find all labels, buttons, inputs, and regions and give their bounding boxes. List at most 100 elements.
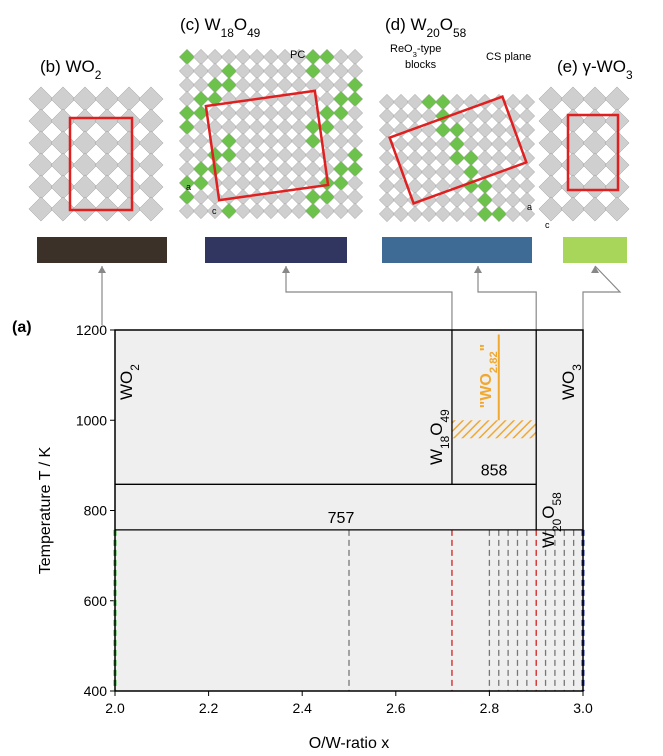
octahedron bbox=[263, 203, 278, 218]
panel-title: (c) W18O49 bbox=[180, 15, 261, 40]
octahedron bbox=[29, 175, 53, 199]
octahedron bbox=[305, 133, 320, 148]
octahedron bbox=[449, 192, 464, 207]
octahedron bbox=[393, 94, 408, 109]
octahedron bbox=[491, 192, 506, 207]
octahedron bbox=[263, 63, 278, 78]
y-tick-label: 400 bbox=[84, 683, 108, 699]
annotation: ReO3-type bbox=[390, 43, 441, 59]
octahedron bbox=[277, 77, 292, 92]
arrow-line bbox=[583, 266, 620, 330]
octahedron bbox=[333, 147, 348, 162]
octahedron bbox=[207, 105, 222, 120]
octahedron bbox=[179, 77, 194, 92]
octahedron bbox=[249, 63, 264, 78]
x-axis-label: O/W-ratio x bbox=[309, 735, 390, 752]
octahedron bbox=[407, 164, 422, 179]
octahedron bbox=[277, 133, 292, 148]
octahedron bbox=[333, 91, 348, 106]
octahedron bbox=[117, 175, 141, 199]
octahedron bbox=[319, 49, 334, 64]
octahedron bbox=[421, 94, 436, 109]
octahedron bbox=[519, 178, 534, 193]
panel-title: (b) WO2 bbox=[40, 57, 102, 82]
octahedron bbox=[393, 108, 408, 123]
octahedron bbox=[435, 122, 450, 137]
octahedron bbox=[505, 192, 520, 207]
octahedron bbox=[51, 87, 75, 111]
octahedron bbox=[463, 150, 478, 165]
octahedron bbox=[179, 91, 194, 106]
octahedron bbox=[249, 161, 264, 176]
octahedron bbox=[463, 122, 478, 137]
octahedron bbox=[435, 136, 450, 151]
octahedron bbox=[333, 105, 348, 120]
octahedron bbox=[179, 119, 194, 134]
octahedron bbox=[407, 206, 422, 221]
octahedron bbox=[477, 108, 492, 123]
octahedron bbox=[139, 109, 163, 133]
octahedron bbox=[95, 153, 119, 177]
octahedron bbox=[583, 109, 607, 133]
octahedron bbox=[235, 119, 250, 134]
octahedron bbox=[207, 63, 222, 78]
annotation: blocks bbox=[405, 59, 437, 71]
octahedron bbox=[435, 164, 450, 179]
octahedron bbox=[221, 147, 236, 162]
octahedron bbox=[221, 119, 236, 134]
y-tick-label: 1200 bbox=[76, 322, 107, 338]
octahedron bbox=[193, 119, 208, 134]
panel-title: (d) W20O58 bbox=[385, 15, 467, 40]
octahedron bbox=[249, 49, 264, 64]
octahedron bbox=[29, 153, 53, 177]
octahedron bbox=[277, 147, 292, 162]
octahedron bbox=[463, 164, 478, 179]
octahedron bbox=[221, 63, 236, 78]
octahedron bbox=[235, 63, 250, 78]
octahedron bbox=[561, 87, 585, 111]
octahedron bbox=[347, 105, 362, 120]
octahedron bbox=[561, 153, 585, 177]
octahedron bbox=[95, 87, 119, 111]
octahedron bbox=[263, 119, 278, 134]
octahedron bbox=[319, 203, 334, 218]
octahedron bbox=[435, 94, 450, 109]
octahedron bbox=[333, 175, 348, 190]
octahedron bbox=[305, 189, 320, 204]
octahedron bbox=[249, 105, 264, 120]
octahedron bbox=[519, 94, 534, 109]
octahedron bbox=[319, 63, 334, 78]
octahedron bbox=[51, 131, 75, 155]
octahedron bbox=[421, 178, 436, 193]
octahedron bbox=[291, 119, 306, 134]
octahedron bbox=[393, 192, 408, 207]
octahedron bbox=[333, 189, 348, 204]
crystal-structure bbox=[539, 87, 629, 221]
octahedron bbox=[221, 161, 236, 176]
color-swatch bbox=[563, 237, 627, 263]
octahedron bbox=[305, 147, 320, 162]
octahedron bbox=[347, 147, 362, 162]
octahedron bbox=[305, 63, 320, 78]
octahedron bbox=[583, 87, 607, 111]
octahedron bbox=[207, 147, 222, 162]
annotation: c bbox=[212, 206, 217, 216]
octahedron bbox=[319, 189, 334, 204]
octahedron bbox=[491, 136, 506, 151]
octahedron bbox=[193, 133, 208, 148]
octahedron bbox=[179, 147, 194, 162]
annotation: a bbox=[186, 182, 191, 192]
octahedron bbox=[583, 197, 607, 221]
octahedron bbox=[421, 136, 436, 151]
octahedron bbox=[421, 164, 436, 179]
annotation: CS plane bbox=[486, 51, 531, 63]
annotation: a bbox=[527, 202, 532, 212]
octahedron bbox=[347, 175, 362, 190]
octahedron bbox=[277, 203, 292, 218]
octahedron bbox=[193, 203, 208, 218]
octahedron bbox=[179, 105, 194, 120]
y-tick-label: 600 bbox=[84, 593, 108, 609]
octahedron bbox=[29, 87, 53, 111]
octahedron bbox=[449, 206, 464, 221]
x-tick-label: 2.0 bbox=[105, 700, 125, 716]
